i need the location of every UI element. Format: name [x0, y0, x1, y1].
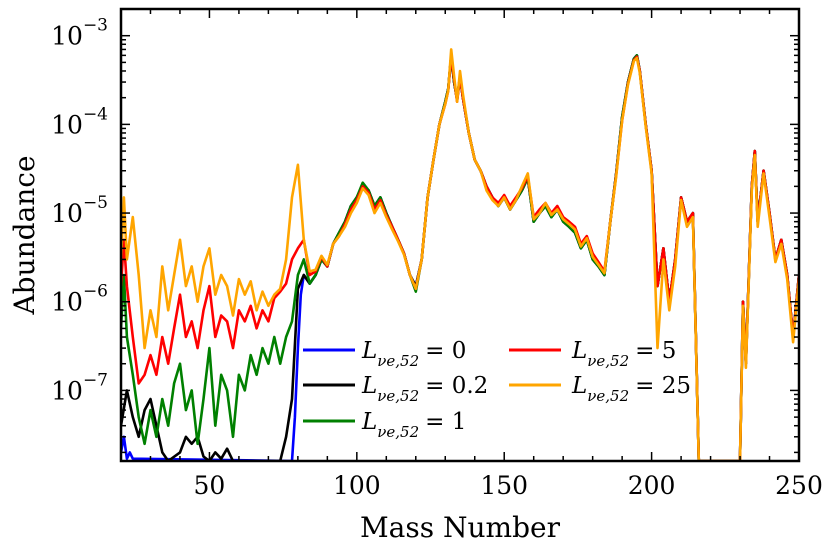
legend-label-1: Lνe,52 = 0.2 [361, 373, 488, 405]
y-tick-label: 10−6 [51, 282, 108, 317]
tick-labels: 50 100 150 200 250 10−7 10−6 10−5 10−4 10−3 [51, 16, 823, 500]
x-tick-label: 150 [480, 471, 528, 500]
x-tick-label: 250 [775, 471, 823, 500]
y-tick-label: 10−7 [51, 370, 108, 405]
y-tick-label: 10−5 [51, 193, 108, 228]
legend-label-2: Lνe,52 = 1 [361, 409, 466, 441]
y-tick-label: 10−4 [51, 104, 108, 139]
legend-label-4: Lνe,52 = 25 [571, 373, 691, 405]
y-axis-label: Abundance [8, 155, 41, 315]
legend-label-0: Lνe,52 = 0 [361, 338, 466, 370]
y-tick-label: 10−3 [51, 16, 108, 51]
x-tick-label: 50 [194, 471, 226, 500]
series-line-4 [121, 48, 799, 461]
x-tick-label: 200 [628, 471, 676, 500]
x-axis-label: Mass Number [360, 511, 561, 544]
series-layer [121, 48, 799, 461]
x-tick-label: 100 [333, 471, 381, 500]
plot-frame [119, 7, 801, 463]
legend-label-3: Lνe,52 = 5 [571, 338, 676, 370]
